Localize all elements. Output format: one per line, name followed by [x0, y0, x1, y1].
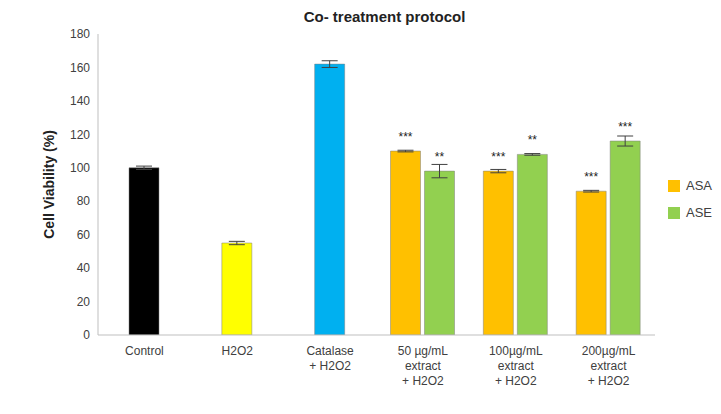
svg-text:100µg/mLextract+ H2O2: 100µg/mLextract+ H2O2	[489, 344, 543, 388]
svg-text:50 µg/mLextract+ H2O2: 50 µg/mLextract+ H2O2	[398, 344, 449, 388]
svg-text:20: 20	[77, 295, 91, 309]
svg-text:H2O2: H2O2	[222, 344, 254, 358]
svg-text:***: ***	[618, 120, 632, 134]
svg-text:60: 60	[77, 228, 91, 242]
svg-text:***: ***	[491, 150, 505, 164]
svg-text:100: 100	[70, 161, 90, 175]
svg-text:80: 80	[77, 194, 91, 208]
html-text:Co- treatment protocol: Co- treatment protocol	[303, 8, 466, 25]
svg-text:120: 120	[70, 128, 90, 142]
svg-text:140: 140	[70, 94, 90, 108]
svg-text:Control: Control	[125, 344, 164, 358]
html-text:ASE: ASE	[686, 205, 712, 220]
svg-text:Catalase+ H2O2: Catalase+ H2O2	[306, 344, 354, 373]
svg-text:200µg/mLextract+ H2O2: 200µg/mLextract+ H2O2	[582, 344, 636, 388]
svg-text:Cell Viability (%): Cell Viability (%)	[41, 130, 57, 239]
svg-text:***: ***	[584, 170, 598, 184]
svg-text:40: 40	[77, 261, 91, 275]
html-text:ASA: ASA	[686, 178, 712, 193]
svg-text:180: 180	[70, 27, 90, 41]
svg-text:**: **	[528, 133, 538, 147]
svg-text:0: 0	[83, 328, 90, 342]
svg-text:160: 160	[70, 61, 90, 75]
svg-text:**: **	[435, 150, 445, 164]
svg-text:***: ***	[398, 130, 412, 144]
